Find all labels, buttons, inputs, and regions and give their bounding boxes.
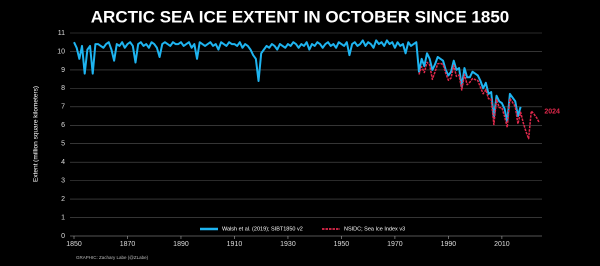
legend-label: NSIDC; Sea Ice Index v3 bbox=[344, 226, 405, 232]
y-tick-label: 0 bbox=[61, 233, 65, 240]
legend-label: Walsh et al. (2019); SIBT1850 v2 bbox=[222, 226, 303, 232]
series-line bbox=[418, 61, 540, 140]
x-tick-label: 2010 bbox=[494, 241, 510, 248]
chart-title: ARCTIC SEA ICE EXTENT IN OCTOBER SINCE 1… bbox=[91, 7, 509, 26]
x-tick-label: 1870 bbox=[120, 241, 136, 248]
y-tick-label: 2 bbox=[61, 196, 65, 203]
x-tick-label: 1930 bbox=[280, 241, 296, 248]
y-tick-label: 9 bbox=[61, 67, 65, 74]
y-tick-label: 8 bbox=[61, 85, 65, 92]
y-tick-label: 5 bbox=[61, 141, 65, 148]
x-tick-label: 1890 bbox=[173, 241, 189, 248]
credit: GRAPHIC: Zachary Labe (@ZLabe) bbox=[76, 255, 149, 260]
x-tick-label: 1850 bbox=[66, 241, 82, 248]
y-tick-label: 4 bbox=[61, 159, 65, 166]
x-tick-label: 1950 bbox=[334, 241, 350, 248]
y-tick-label: 3 bbox=[61, 177, 65, 184]
x-tick-label: 1990 bbox=[441, 241, 457, 248]
y-axis-label: Extent (million square kilometers) bbox=[33, 86, 40, 182]
y-tick-label: 6 bbox=[61, 122, 65, 129]
y-tick-label: 10 bbox=[57, 48, 65, 55]
x-tick-label: 1910 bbox=[227, 241, 243, 248]
y-tick-label: 7 bbox=[61, 104, 65, 111]
x-tick-label: 1970 bbox=[387, 241, 403, 248]
end-label: 2024 bbox=[544, 109, 560, 116]
series-line bbox=[73, 39, 522, 123]
y-tick-label: 11 bbox=[58, 30, 65, 37]
y-tick-label: 1 bbox=[61, 214, 65, 221]
